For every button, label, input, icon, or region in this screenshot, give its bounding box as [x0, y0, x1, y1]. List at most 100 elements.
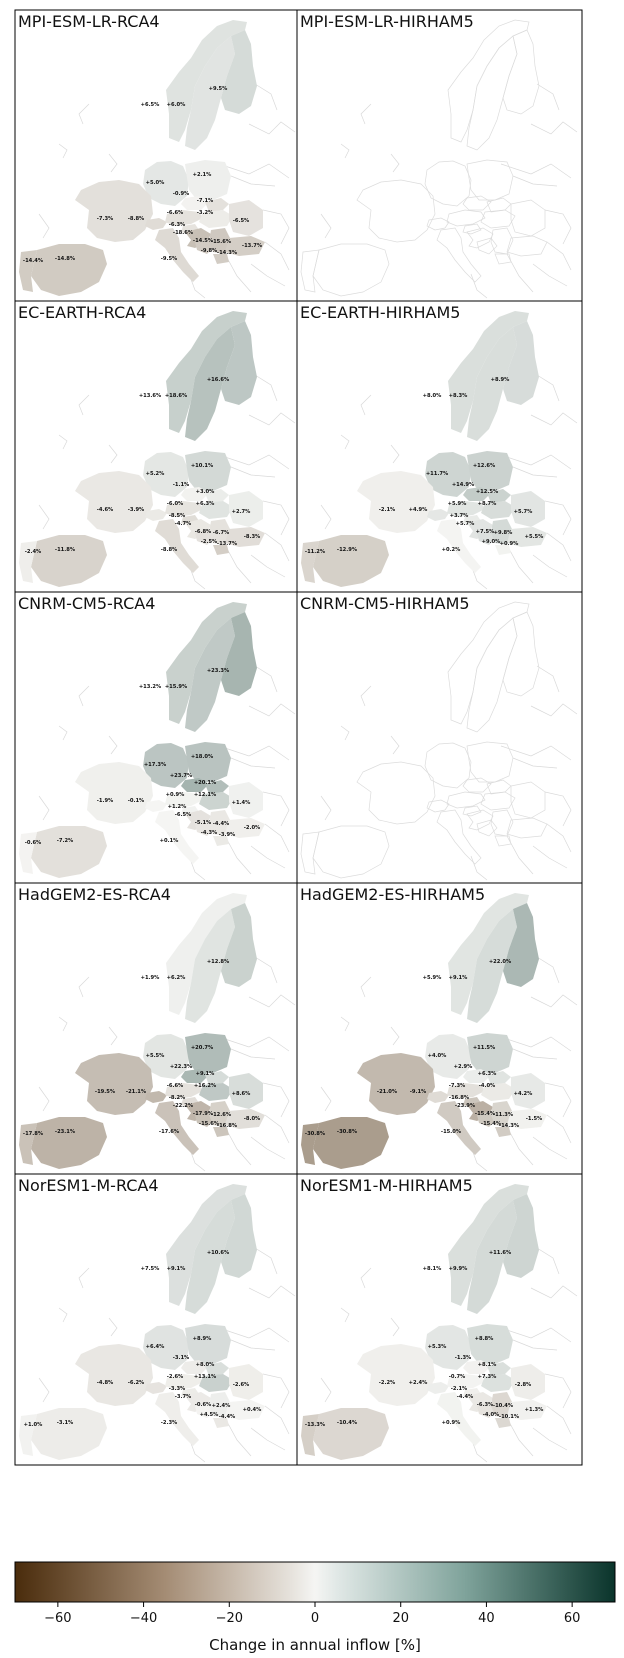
panel-title: NorESM1-M-RCA4: [18, 1176, 159, 1195]
value-label-cz: +14.9%: [452, 482, 475, 488]
region-pl: [467, 451, 513, 491]
value-label-hu: +7.3%: [478, 1374, 498, 1380]
region-pl: [467, 1324, 513, 1364]
border-line: [546, 532, 572, 562]
value-label-es: -3.1%: [57, 1420, 74, 1426]
value-label-rs: -10.4%: [493, 1403, 514, 1409]
value-label-si: -3.3%: [169, 1386, 186, 1392]
region-rs: [209, 810, 231, 836]
border-line: [38, 795, 50, 821]
panel: MPI-ESM-LR-HIRHAM5: [296, 9, 583, 302]
value-label-se: +6.0%: [167, 102, 187, 108]
region-de: [425, 1325, 471, 1370]
border-line: [250, 1427, 286, 1451]
border-line: [78, 103, 90, 125]
value-label-ch: +2.4%: [409, 1380, 429, 1386]
region-ch: [145, 1382, 167, 1394]
border-line: [254, 83, 278, 111]
border-line: [250, 263, 286, 287]
region-no: [448, 1184, 529, 1306]
value-label-fr: -4.8%: [97, 1380, 114, 1386]
value-label-fr: -7.3%: [97, 216, 114, 222]
border-line: [254, 665, 278, 693]
value-label-ro: +8.6%: [232, 1091, 252, 1097]
value-label-se: +9.1%: [449, 975, 469, 981]
panel-frame: [296, 9, 583, 302]
value-label-ba: -6.3%: [477, 1402, 494, 1408]
region-es: [31, 535, 107, 587]
region-sk: [205, 489, 229, 503]
value-label-bg: +0.4%: [243, 1407, 263, 1413]
value-label-at: +5.9%: [448, 501, 468, 507]
region-fi: [221, 30, 257, 114]
region-ch: [427, 1382, 449, 1394]
region-rs: [491, 519, 513, 545]
value-label-si: -8.2%: [169, 1095, 186, 1101]
region-es: [31, 244, 107, 296]
panel: +13.6% +18.6% +16.6% +5.2% +10.1% -4.6% -3.9% -…: [14, 300, 298, 593]
value-label-fr: -19.5%: [95, 1089, 116, 1095]
border-line: [470, 273, 488, 299]
panel-frame: [296, 591, 583, 884]
border-line: [230, 1048, 276, 1060]
region-es: [313, 1117, 389, 1169]
value-label-it: -9.5%: [161, 256, 178, 262]
region-fi: [221, 612, 257, 696]
region-pt: [19, 832, 37, 874]
value-label-extra: -15.6%: [199, 1121, 220, 1127]
country-borders: [38, 374, 296, 590]
border-line: [340, 1307, 350, 1323]
border-line: [320, 795, 332, 821]
value-label-mk: +0.9%: [500, 541, 520, 547]
value-label-ba: -15.4%: [475, 1111, 496, 1117]
value-label-cz: -1.1%: [173, 482, 190, 488]
value-label-bg: -2.0%: [244, 825, 261, 831]
border-line: [58, 1307, 68, 1323]
border-line: [532, 1136, 568, 1160]
region-pt: [300, 249, 320, 293]
value-label-hr: -4.7%: [175, 521, 192, 527]
region-bg: [225, 818, 265, 838]
europe-map: [300, 19, 578, 299]
border-line: [360, 976, 372, 998]
region-pl: [185, 160, 231, 200]
value-label-no: +8.0%: [423, 393, 443, 399]
value-label-se: +18.6%: [165, 393, 188, 399]
value-label-es: -11.8%: [55, 547, 76, 553]
region-bg: [506, 817, 548, 839]
region-ro: [229, 782, 263, 818]
region-es: [31, 1117, 107, 1169]
value-label-se: +8.3%: [449, 393, 469, 399]
border-line: [264, 823, 290, 853]
value-label-hr: -6.5%: [175, 812, 192, 818]
border-line: [218, 163, 290, 179]
region-pt: [301, 541, 319, 583]
border-line: [264, 1114, 290, 1144]
region-it: [155, 228, 199, 282]
value-label-it: -15.0%: [441, 1129, 462, 1135]
border-line: [230, 175, 276, 187]
region-mk: [213, 836, 229, 846]
value-label-it: +0.9%: [442, 1420, 462, 1426]
value-label-at: -6.6%: [167, 210, 184, 216]
region-at: [165, 210, 203, 226]
region-no: [166, 20, 247, 142]
border-line: [230, 757, 276, 769]
value-label-fi: +16.6%: [207, 377, 230, 383]
value-label-ro: +2.7%: [232, 509, 252, 515]
region-ch: [426, 217, 450, 231]
region-at: [446, 209, 486, 227]
value-label-ba: +7.5%: [476, 529, 496, 535]
region-se: [467, 1200, 517, 1314]
region-ro: [229, 200, 263, 236]
region-sk: [205, 1362, 229, 1376]
border-line: [544, 500, 572, 536]
value-label-cz: -0.9%: [173, 191, 190, 197]
region-hu: [199, 1374, 233, 1392]
region-mk: [494, 835, 512, 847]
border-line: [320, 1086, 332, 1112]
value-label-sk: -7.1%: [197, 198, 214, 204]
border-line: [38, 213, 50, 239]
region-it: [155, 810, 199, 864]
